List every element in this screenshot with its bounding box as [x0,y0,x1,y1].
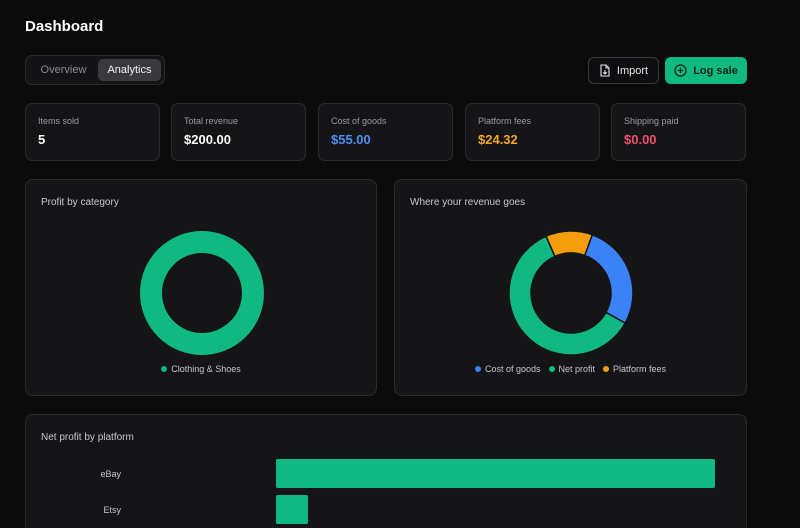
profit-by-category-card: Profit by category Clothing & Shoes [25,179,377,396]
profit-by-category-donut [140,231,264,355]
stat-total-revenue: Total revenue $200.00 [171,103,306,161]
stat-label: Items sold [38,116,80,126]
donut-slice[interactable] [140,231,264,355]
tab-overview[interactable]: Overview [40,64,87,76]
revenue-breakdown-card: Where your revenue goes Cost of goods Net… [394,179,747,396]
stat-label: Cost of goods [331,116,387,126]
legend-label: Platform fees [613,364,667,374]
bar-label: Etsy [103,505,121,515]
legend-item: Cost of goods [474,364,541,374]
stat-shipping-paid: Shipping paid $0.00 [611,103,746,161]
page-title: Dashboard [25,18,104,35]
donut-slice[interactable] [508,235,627,356]
legend-item: Net profit [548,364,596,374]
view-tabs: Overview Analytics [25,55,165,85]
revenue-breakdown-legend: Cost of goods Net profit Platform fees [395,364,746,374]
profit-by-category-legend: Clothing & Shoes [26,364,376,374]
legend-dot [548,366,555,372]
stat-value: 5 [38,132,46,147]
legend-label: Cost of goods [484,364,541,374]
donut-slice[interactable] [545,230,594,258]
legend-label: Clothing & Shoes [171,364,241,374]
stat-cost-of-goods: Cost of goods $55.00 [318,103,453,161]
stat-value: $200.00 [184,132,231,147]
tab-analytics[interactable]: Analytics [97,59,161,81]
stat-value: $0.00 [624,132,657,147]
stat-value: $24.32 [478,132,518,147]
bar-label: eBay [100,469,121,479]
stat-platform-fees: Platform fees $24.32 [465,103,600,161]
donut-slice[interactable] [583,233,634,325]
legend-item: Clothing & Shoes [161,364,241,374]
platform-bar[interactable] [276,495,309,524]
revenue-breakdown-donut [508,230,634,356]
file-import-icon [599,64,611,77]
card-title: Where your revenue goes [410,197,526,208]
legend-dot [603,366,610,372]
plus-circle-icon [674,64,687,77]
log-sale-button[interactable]: Log sale [665,57,747,84]
stat-label: Platform fees [478,116,532,126]
card-title: Profit by category [41,197,119,208]
stat-label: Total revenue [184,116,239,126]
legend-dot [161,366,168,372]
import-label: Import [616,64,649,77]
net-profit-by-platform-card: Net profit by platform eBay Etsy [25,414,747,528]
legend-dot [474,366,481,372]
stat-label: Shipping paid [624,116,679,126]
stat-value: $55.00 [331,132,371,147]
card-title: Net profit by platform [41,432,134,443]
legend-label: Net profit [558,364,596,374]
log-sale-label: Log sale [693,64,738,77]
import-button[interactable]: Import [588,57,659,84]
legend-item: Platform fees [603,364,666,374]
platform-bar[interactable] [276,459,715,488]
stat-items-sold: Items sold 5 [25,103,160,161]
